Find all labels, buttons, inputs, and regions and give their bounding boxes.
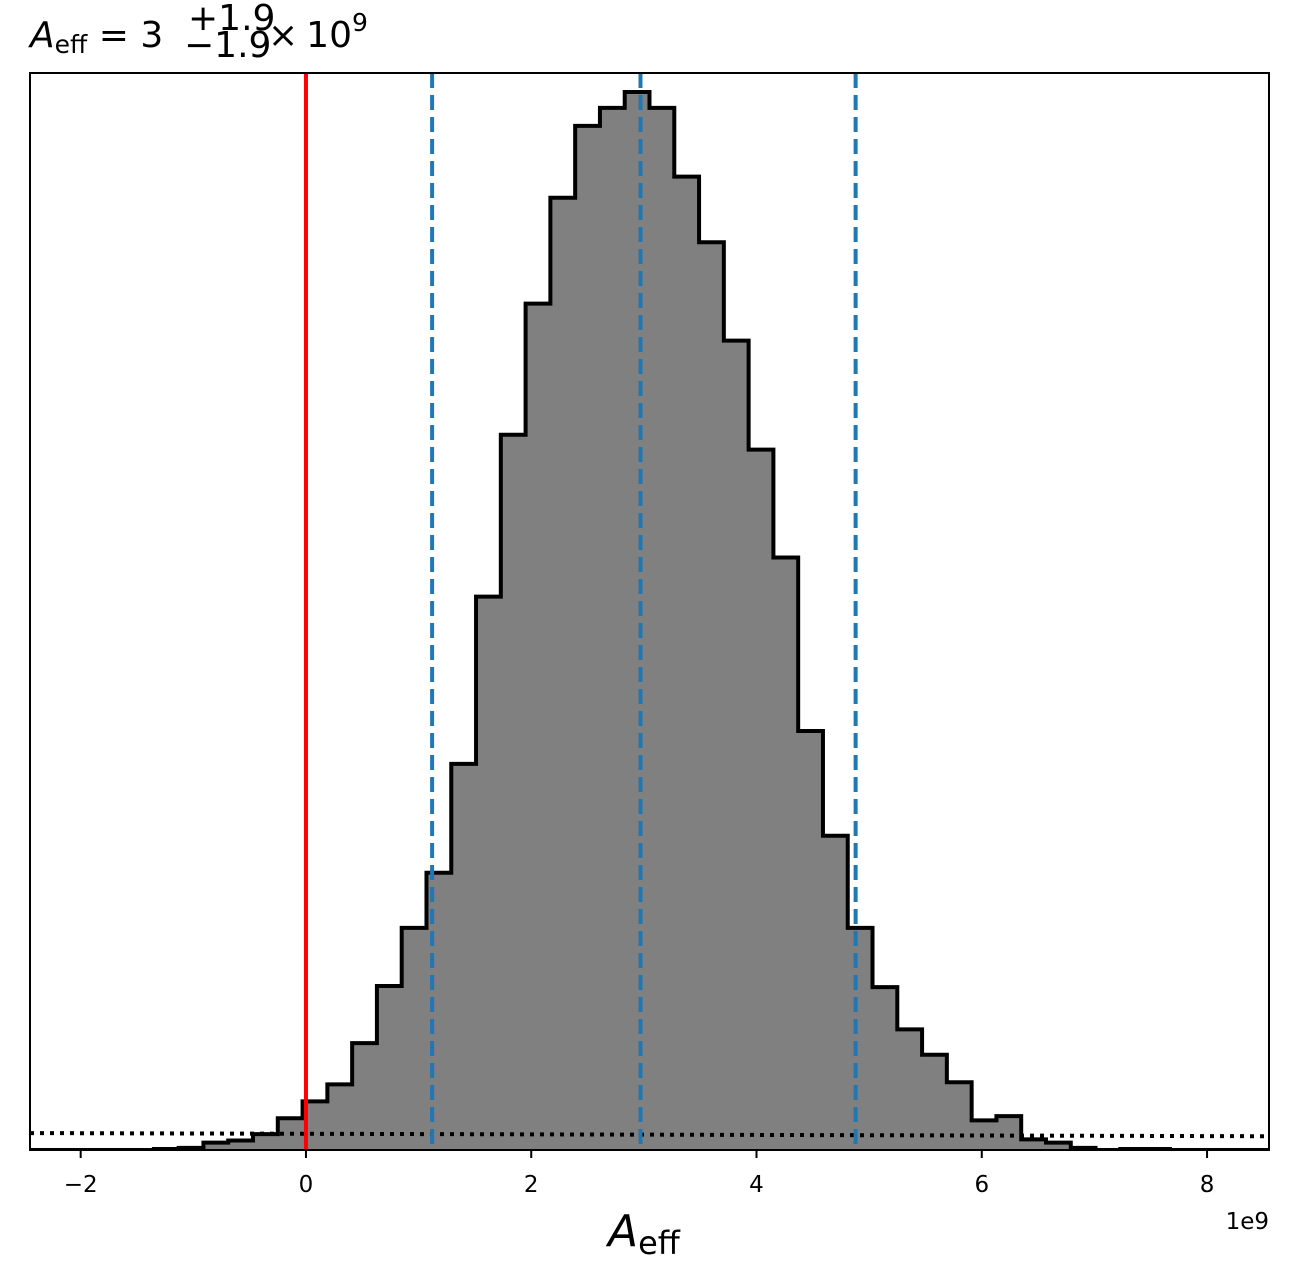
- chart-title: Aeff = 3 +1.9 −1.9 × 109: [28, 0, 368, 66]
- histogram-bar: [1045, 1142, 1072, 1150]
- histogram-bar: [748, 449, 774, 1150]
- svg-text:×109: × 109: [268, 8, 368, 56]
- histogram-bar: [253, 1134, 279, 1150]
- histogram-bar: [476, 596, 502, 1150]
- histogram-bar: [525, 303, 551, 1150]
- histogram-bar: [376, 986, 403, 1150]
- histogram-bar: [822, 835, 849, 1150]
- x-tick-label: −2: [64, 1172, 98, 1198]
- histogram-bar: [401, 927, 427, 1150]
- histogram-bar: [847, 927, 874, 1150]
- histogram-bar: [451, 763, 477, 1150]
- histogram-bar: [203, 1142, 229, 1150]
- x-offset-label: 1e9: [1226, 1209, 1269, 1235]
- x-axis-label-subscript: eff: [638, 1224, 681, 1262]
- histogram-bar: [624, 92, 650, 1150]
- histogram-bar: [228, 1140, 254, 1150]
- plot-area: [29, 72, 1270, 1151]
- title-symbol: A: [28, 15, 55, 56]
- title-subscript: eff: [55, 30, 88, 59]
- x-axis-label-symbol: A: [605, 1206, 638, 1257]
- histogram-bar: [674, 176, 700, 1150]
- histogram-bar: [996, 1116, 1022, 1150]
- title-exponent: 9: [352, 8, 368, 37]
- histogram-bar: [550, 197, 576, 1150]
- title-base: 10: [306, 15, 352, 56]
- title-value: 3: [140, 15, 163, 56]
- plot-frame: [29, 72, 1270, 1151]
- title-equals: =: [87, 15, 140, 56]
- histogram-bar: [649, 107, 675, 1150]
- x-tick-label: 2: [524, 1172, 539, 1198]
- histogram-bar: [897, 1029, 923, 1150]
- x-tick-label: 4: [749, 1172, 764, 1198]
- x-tick-label: 8: [1200, 1172, 1215, 1198]
- title-times: ×: [268, 15, 298, 56]
- histogram-bar: [946, 1082, 973, 1150]
- title-lower-error: −1.9: [184, 25, 271, 66]
- x-tick-label: 0: [299, 1172, 314, 1198]
- title-upper-error: +1.9: [188, 0, 275, 39]
- histogram-bar: [798, 731, 824, 1150]
- x-axis-label: Aeff: [605, 1206, 681, 1262]
- histogram-bar: [575, 125, 601, 1150]
- histogram-bar: [872, 987, 898, 1150]
- prior-line: [30, 1131, 1269, 1139]
- histogram-bar: [773, 557, 799, 1150]
- histogram-bar: [327, 1084, 353, 1150]
- histogram-bar: [500, 434, 527, 1150]
- x-tick-label: 6: [974, 1172, 989, 1198]
- plot-inner: [30, 73, 1269, 1150]
- histogram-bar: [599, 107, 626, 1150]
- histogram-bar: [1021, 1139, 1047, 1150]
- histogram-bar: [699, 242, 725, 1150]
- histogram-bar: [723, 340, 750, 1150]
- svg-text:Aeff = 3: Aeff = 3: [28, 15, 163, 59]
- x-axis-ticks: −2 0 2 4 6 8: [64, 1150, 1215, 1198]
